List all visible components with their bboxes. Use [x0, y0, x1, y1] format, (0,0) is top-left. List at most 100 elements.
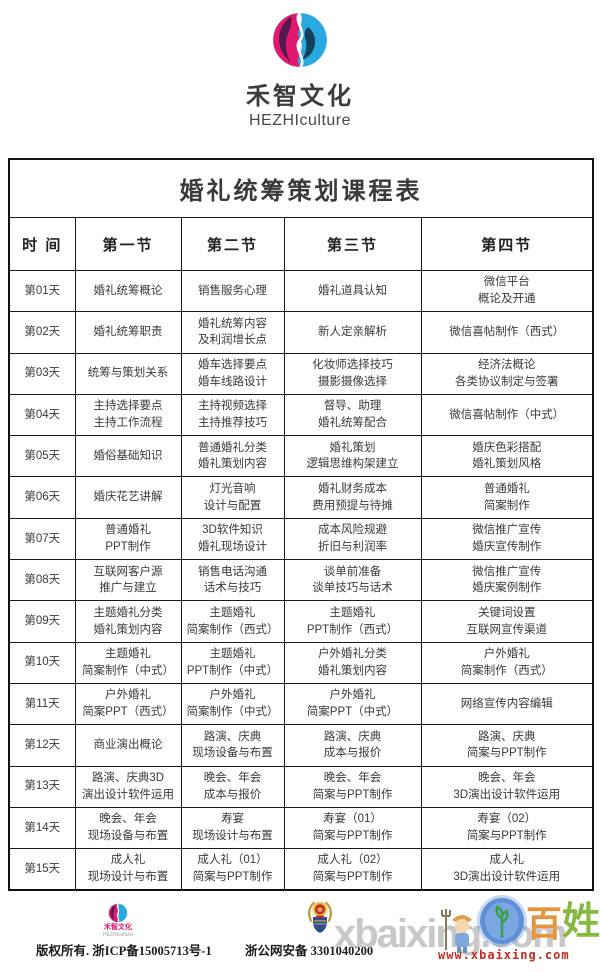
course-cell: 寿宴（01） 简案与PPT制作	[283, 806, 422, 850]
course-cell: 户外婚礼 简案PPT（中式）	[283, 682, 422, 726]
table-row: 第08天 互联网客户源 推广与建立 销售电话沟通 话术与技巧 谈单前准备 谈单技巧与话…	[8, 559, 594, 602]
police-badge-icon	[307, 901, 333, 933]
table-row: 第13天 路演、庆典3D 演出设计软件运用 晚会、年会 成本与报价 晚会、年会 简案与…	[8, 765, 594, 808]
day-cell: 第14天	[8, 806, 76, 850]
course-cell: 晚会、年会 简案与PPT制作	[283, 765, 422, 808]
course-cell: 主题婚礼 简案制作（中式）	[74, 641, 182, 684]
course-cell: 主题婚礼 简案制作（西式）	[180, 600, 285, 643]
course-cell: 路演、庆典3D 演出设计软件运用	[74, 765, 182, 808]
day-cell: 第12天	[8, 724, 76, 767]
course-cell: 成人礼 现场设计与布置	[74, 848, 182, 891]
header-row: 时 间 第一节 第二节 第三节 第四节	[8, 217, 594, 271]
course-cell: 普通婚礼 简案制作	[420, 476, 594, 519]
day-cell: 第10天	[8, 641, 76, 684]
table-row: 第11天 户外婚礼 简案PPT（西式） 户外婚礼 简案制作（中式） 户外婚礼 简案PP…	[8, 682, 594, 726]
course-cell: 成人礼（01） 简案与PPT制作	[180, 848, 285, 891]
table-row: 第09天 主题婚礼分类 婚礼策划内容 主题婚礼 简案制作（西式） 主题婚礼 PPT制作…	[8, 600, 594, 643]
column-header-section-1: 第一节	[74, 217, 182, 271]
course-cell: 谈单前准备 谈单技巧与话术	[283, 559, 422, 602]
course-cell: 经济法概论 各类协议制定与签署	[420, 352, 594, 395]
column-header-time: 时 间	[8, 217, 76, 271]
table-row: 第03天 统筹与策划关系 婚车选择要点 婚车线路设计 化妆师选择技巧 摄影摄像选择 经济…	[8, 352, 594, 395]
course-cell: 微信喜帖制作（中式）	[420, 393, 594, 437]
course-cell: 微信推广宣传 婚庆案例制作	[420, 559, 594, 602]
table-row: 第07天 普通婚礼 PPT制作 3D软件知识 婚礼现场设计 成本风险规避 折旧与利润率…	[8, 517, 594, 561]
title-row: 婚礼统筹策划课程表	[8, 158, 594, 218]
day-cell: 第02天	[8, 311, 76, 354]
table-title: 婚礼统筹策划课程表	[8, 158, 594, 218]
table-body: 第01天 婚礼统筹概论 销售服务心理 婚礼道具认知 微信平台 概论及开通 第02天 婚礼统筹…	[8, 269, 594, 891]
course-cell: 婚礼策划 逻辑思维构架建立	[283, 435, 422, 478]
course-cell: 成本风险规避 折旧与利润率	[283, 517, 422, 561]
course-cell: 商业演出概论	[74, 724, 182, 767]
course-cell: 户外婚礼 简案制作（西式）	[420, 641, 594, 684]
course-cell: 婚庆花艺讲解	[74, 476, 182, 519]
course-cell: 普通婚礼分类 婚礼策划内容	[180, 435, 285, 478]
course-cell: 主题婚礼 PPT制作（西式）	[283, 600, 422, 643]
course-table-container: 婚礼统筹策划课程表 时 间 第一节 第二节 第三节 第四节 第01天 婚礼统筹概论…	[8, 158, 595, 891]
course-cell: 灯光音响 设计与配置	[180, 476, 285, 519]
column-header-section-2: 第二节	[180, 217, 285, 271]
footer: 禾智文化 HEZHIculture 版权所有. 浙ICP备15005713号-1…	[0, 898, 600, 972]
course-cell: 关键词设置 互联网宣传渠道	[420, 600, 594, 643]
farmer-mascot-icon	[441, 909, 472, 953]
day-cell: 第15天	[8, 848, 76, 891]
course-cell: 户外婚礼分类 婚礼策划内容	[283, 641, 422, 684]
course-cell: 成人礼 3D演出设计软件运用	[420, 848, 594, 891]
course-cell: 督导、助理 婚礼统筹配合	[283, 393, 422, 437]
flower-badge-icon	[480, 898, 524, 944]
course-cell: 婚俗基础知识	[74, 435, 182, 478]
day-cell: 第11天	[8, 682, 76, 726]
day-cell: 第06天	[8, 476, 76, 519]
course-cell: 寿宴（02） 简案与PPT制作	[420, 806, 594, 850]
icp-copyright-text: 版权所有. 浙ICP备15005713号-1	[36, 944, 212, 958]
course-cell: 化妆师选择技巧 摄影摄像选择	[283, 352, 422, 395]
table-row: 第10天 主题婚礼 简案制作（中式） 主题婚礼 PPT制作（中式） 户外婚礼分类 婚礼…	[8, 641, 594, 684]
course-cell: 寿宴 现场设计与布置	[180, 806, 285, 850]
course-cell: 婚礼统筹内容 及利润增长点	[180, 311, 285, 354]
course-table: 婚礼统筹策划课程表 时 间 第一节 第二节 第三节 第四节 第01天 婚礼统筹概论…	[8, 158, 595, 891]
course-cell: 路演、庆典 成本与报价	[283, 724, 422, 767]
course-cell: 户外婚礼 简案制作（中式）	[180, 682, 285, 726]
day-cell: 第04天	[8, 393, 76, 437]
course-cell: 婚礼统筹职责	[74, 311, 182, 354]
course-cell: 晚会、年会 3D演出设计软件运用	[420, 765, 594, 808]
course-cell: 晚会、年会 成本与报价	[180, 765, 285, 808]
table-row: 第01天 婚礼统筹概论 销售服务心理 婚礼道具认知 微信平台 概论及开通	[8, 269, 594, 313]
course-cell: 统筹与策划关系	[74, 352, 182, 395]
course-cell: 互联网客户源 推广与建立	[74, 559, 182, 602]
footer-brand-cn: 禾智文化	[104, 924, 132, 931]
day-cell: 第13天	[8, 765, 76, 808]
table-row: 第14天 晚会、年会 现场设备与布置 寿宴 现场设计与布置 寿宴（01） 简案与PPT…	[8, 806, 594, 850]
watermark-text: xbaixing.com	[334, 912, 568, 956]
brand-name-en: HEZHIculture	[248, 112, 352, 129]
baixing-char-bai: 百	[526, 904, 563, 944]
course-cell: 销售电话沟通 话术与技巧	[180, 559, 285, 602]
brand-name-cn: 禾智文化	[246, 83, 354, 110]
table-row: 第06天 婚庆花艺讲解 灯光音响 设计与配置 婚礼财务成本 费用预提与待摊 普通婚礼 简…	[8, 476, 594, 519]
baixing-mascot-logo: 百 姓	[438, 898, 600, 956]
day-cell: 第09天	[8, 600, 76, 643]
course-cell: 销售服务心理	[180, 269, 285, 313]
day-cell: 第05天	[8, 435, 76, 478]
sprout-icon	[495, 905, 509, 938]
course-cell: 户外婚礼 简案PPT（西式）	[74, 682, 182, 726]
course-cell: 路演、庆典 简案与PPT制作	[420, 724, 594, 767]
course-cell: 婚庆色彩搭配 婚礼策划风格	[420, 435, 594, 478]
course-cell: 微信推广宣传 婚庆宣传制作	[420, 517, 594, 561]
course-cell: 主题婚礼 PPT制作（中式）	[180, 641, 285, 684]
table-row: 第12天 商业演出概论 路演、庆典 现场设备与布置 路演、庆典 成本与报价 路演、庆典 …	[8, 724, 594, 767]
column-header-section-4: 第四节	[420, 217, 594, 271]
brand-header: 禾智文化 HEZHIculture	[0, 8, 600, 130]
course-cell: 微信喜帖制作（西式）	[420, 311, 594, 354]
course-cell: 主持视频选择 主持推荐技巧	[180, 393, 285, 437]
day-cell: 第07天	[8, 517, 76, 561]
police-record-text: 浙公网安备 3301040200	[245, 944, 374, 958]
course-cell: 网络宣传内容编辑	[420, 682, 594, 726]
course-cell: 婚礼统筹概论	[74, 269, 182, 313]
course-cell: 成人礼（02） 简案与PPT制作	[283, 848, 422, 891]
baixing-char-xing: 姓	[562, 901, 600, 943]
course-cell: 婚礼财务成本 费用预提与待摊	[283, 476, 422, 519]
course-cell: 新人定亲解析	[283, 311, 422, 354]
